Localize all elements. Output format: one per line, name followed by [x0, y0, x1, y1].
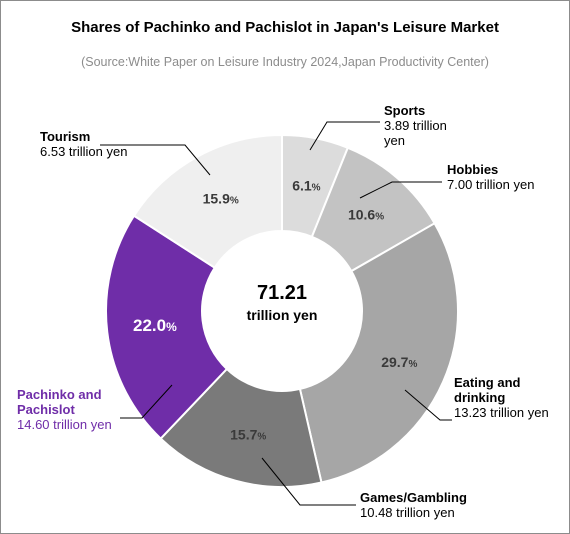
percent-label: 15.7% [230, 426, 266, 442]
label-games-gambling: Games/Gambling 10.48 trillion yen [360, 490, 467, 520]
label-eating-name-2: drinking [454, 390, 506, 405]
slice-tourism [132, 133, 283, 270]
percent-label: 6.1% [292, 177, 320, 193]
label-sports-amount-2: yen [384, 133, 405, 148]
leader-line [100, 144, 211, 176]
leader-line [261, 457, 356, 506]
chart-title: Shares of Pachinko and Pachislot in Japa… [71, 19, 499, 36]
label-eating-and-drinking: Eating and drinking 13.23 trillion yen [454, 375, 549, 420]
slice-games-gambling [159, 367, 323, 488]
label-hobbies: Hobbies 7.00 trillion yen [447, 162, 534, 192]
center-total-value: 71.21 [257, 282, 307, 304]
percent-label: 15.9% [203, 191, 239, 207]
label-tourism: Tourism 6.53 trillion yen [40, 129, 127, 159]
label-games-amount: 10.48 trillion yen [360, 505, 455, 520]
label-games-name: Games/Gambling [360, 490, 467, 505]
label-sports-name: Sports [384, 103, 426, 118]
label-hobbies-name: Hobbies [447, 162, 499, 177]
percent-labels: 6.1% 10.6% 29.7% 15.7% 22.0% 15.9% [133, 177, 417, 442]
label-sports: Sports 3.89 trillion yen [384, 103, 447, 148]
percent-label: 29.7% [381, 354, 417, 370]
donut-slices [105, 133, 459, 488]
label-tourism-name: Tourism [40, 129, 91, 144]
leader-line [359, 181, 442, 199]
leader-line [404, 389, 452, 421]
label-eating-name-1: Eating and [454, 375, 521, 390]
label-pachinko-name-2: Pachislot [17, 402, 75, 417]
label-pachinko-name-1: Pachinko and [17, 387, 102, 402]
slice-eating-and-drinking [298, 221, 459, 484]
label-pachinko-amount: 14.60 trillion yen [17, 417, 112, 432]
percent-label: 22.0% [133, 316, 177, 335]
label-hobbies-amount: 7.00 trillion yen [447, 177, 535, 192]
center-total-unit: trillion yen [247, 307, 318, 323]
label-eating-amount: 13.23 trillion yen [454, 405, 549, 420]
leader-line [309, 121, 380, 151]
label-pachinko-and-pachislot: Pachinko and Pachislot 14.60 trillion ye… [17, 387, 112, 432]
percent-label: 10.6% [348, 206, 384, 222]
leader-lines [100, 121, 452, 506]
leader-line [120, 384, 173, 419]
label-tourism-amount: 6.53 trillion yen [40, 144, 128, 159]
chart-source-note: (Source:White Paper on Leisure Industry … [81, 55, 489, 69]
label-sports-amount-1: 3.89 trillion [384, 118, 447, 133]
slice-pachinko-and-pachislot [105, 214, 229, 440]
